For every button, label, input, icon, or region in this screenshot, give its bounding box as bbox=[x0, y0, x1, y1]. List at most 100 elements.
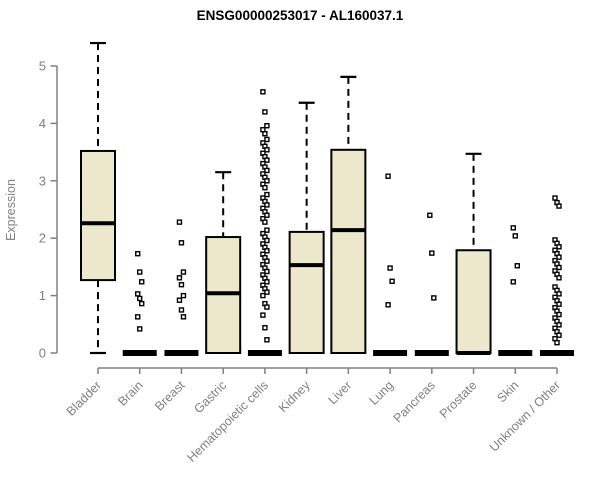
outlier-point bbox=[510, 279, 516, 285]
collapsed-box bbox=[247, 350, 282, 356]
collapsed-box bbox=[373, 350, 408, 356]
outlier-point bbox=[262, 325, 268, 331]
outlier-point bbox=[264, 268, 270, 275]
y-tick-label: 3 bbox=[39, 173, 46, 188]
y-axis: 0 1 2 3 4 5 Expression bbox=[4, 59, 58, 361]
boxplot-unknown-other bbox=[540, 195, 574, 356]
x-category-label: Liver bbox=[325, 378, 354, 407]
outlier-point bbox=[427, 212, 433, 218]
collapsed-box bbox=[414, 350, 449, 356]
iqr-box bbox=[455, 249, 492, 354]
outlier-point bbox=[264, 237, 270, 244]
outlier-point bbox=[178, 307, 185, 313]
collapsed-box bbox=[540, 350, 574, 356]
boxplot-liver bbox=[330, 75, 367, 354]
outlier-point bbox=[512, 233, 518, 239]
x-category-label: Hematopoietic cells bbox=[184, 378, 271, 465]
outlier-point bbox=[178, 240, 185, 246]
outlier-point bbox=[264, 147, 270, 153]
outlier-point bbox=[556, 332, 562, 338]
outlier-point bbox=[556, 322, 562, 328]
boxplot-pancreas bbox=[414, 212, 449, 356]
collapsed-box bbox=[498, 350, 533, 356]
outlier-point bbox=[514, 263, 520, 269]
boxplot-brain bbox=[122, 250, 157, 356]
outlier-point bbox=[264, 212, 270, 218]
outlier-point bbox=[262, 131, 268, 137]
outlier-point bbox=[387, 265, 393, 271]
outlier-point bbox=[180, 314, 187, 320]
outlier-point bbox=[180, 269, 187, 275]
outlier-point bbox=[260, 89, 266, 95]
iqr-box bbox=[288, 230, 325, 354]
x-category-label: Bladder bbox=[64, 378, 104, 418]
outlier-point bbox=[264, 279, 270, 285]
boxplot-breast bbox=[164, 219, 199, 356]
boxplot-prostate bbox=[455, 152, 492, 355]
outlier-point bbox=[264, 122, 270, 129]
outlier-point bbox=[554, 339, 560, 346]
collapsed-box bbox=[164, 350, 199, 356]
outlier-point bbox=[176, 275, 183, 281]
outlier-point bbox=[556, 244, 562, 250]
x-category-label: Lung bbox=[367, 378, 397, 408]
x-category-label: Breast bbox=[152, 378, 188, 414]
x-category-label: Unknown / Other bbox=[487, 378, 563, 454]
outlier-point bbox=[264, 167, 270, 174]
chart-title: ENSG00000253017 - AL160037.1 bbox=[196, 8, 404, 23]
y-tick-label: 0 bbox=[39, 346, 46, 361]
outlier-point bbox=[139, 300, 145, 307]
outlier-point bbox=[264, 258, 270, 264]
outlier-point bbox=[264, 202, 270, 208]
outlier-point bbox=[178, 281, 185, 288]
outlier-point bbox=[262, 219, 268, 225]
outlier-point bbox=[389, 278, 395, 284]
outlier-point bbox=[264, 191, 270, 198]
outlier-point bbox=[385, 173, 391, 179]
outlier-point bbox=[556, 275, 562, 281]
outlier-point bbox=[264, 289, 270, 295]
outlier-point bbox=[264, 337, 270, 343]
outlier-point bbox=[260, 312, 266, 318]
boxplot-gastric bbox=[205, 171, 242, 354]
outlier-point bbox=[556, 264, 562, 271]
iqr-box bbox=[80, 149, 116, 282]
outlier-point bbox=[135, 314, 141, 320]
outlier-point bbox=[262, 109, 268, 115]
x-category-label: Gastric bbox=[191, 378, 229, 416]
outlier-point bbox=[431, 295, 437, 301]
boxplot-lung bbox=[373, 173, 408, 356]
y-tick-label: 4 bbox=[39, 116, 46, 131]
outlier-point bbox=[264, 136, 270, 143]
outlier-point bbox=[135, 291, 141, 297]
outlier-point bbox=[264, 304, 270, 310]
x-category-label: Prostate bbox=[437, 378, 480, 421]
outlier-point bbox=[556, 311, 562, 318]
boxplot-bladder bbox=[80, 41, 116, 355]
outlier-point bbox=[264, 178, 270, 184]
x-category-label: Kidney bbox=[276, 378, 313, 415]
outlier-point bbox=[137, 295, 143, 302]
outlier-point bbox=[139, 279, 145, 285]
outlier-point bbox=[385, 302, 391, 308]
boxplot-kidney bbox=[288, 101, 325, 354]
y-tick-label: 5 bbox=[39, 59, 46, 74]
outlier-point bbox=[556, 301, 562, 307]
outlier-point bbox=[262, 184, 268, 191]
outlier-point bbox=[180, 292, 187, 299]
outlier-point bbox=[264, 157, 270, 163]
y-axis-title: Expression bbox=[4, 179, 18, 241]
outlier-point bbox=[176, 219, 183, 225]
y-tick-label: 2 bbox=[39, 231, 46, 246]
y-tick-label: 1 bbox=[39, 288, 46, 303]
outlier-point bbox=[556, 254, 562, 260]
iqr-box bbox=[330, 148, 367, 354]
outlier-point bbox=[552, 195, 558, 201]
outlier-point bbox=[264, 227, 270, 233]
outlier-point bbox=[556, 203, 562, 209]
collapsed-box bbox=[122, 350, 157, 356]
outlier-point bbox=[429, 250, 435, 256]
x-category-label: Skin bbox=[494, 378, 521, 405]
